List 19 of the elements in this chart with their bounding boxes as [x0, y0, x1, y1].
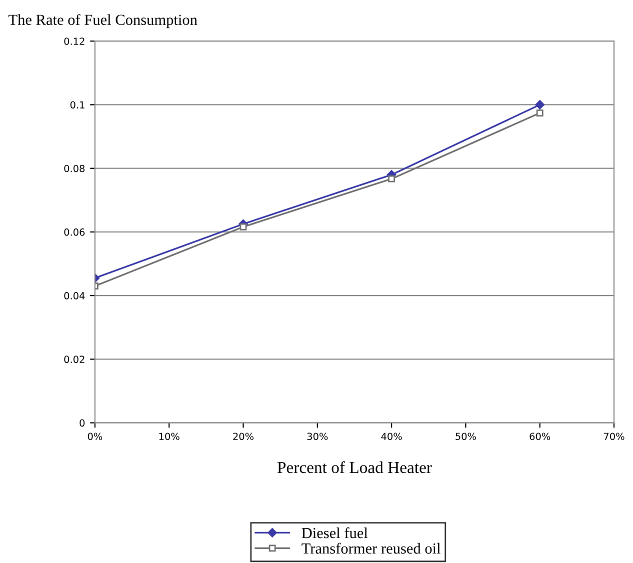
y-tick-label: 0.06	[64, 228, 85, 236]
y-tick-label: 0.12	[64, 38, 84, 45]
y-tick-label: 0	[80, 419, 85, 427]
x-tick-label: 70%	[604, 432, 624, 440]
x-tick-label: 40%	[381, 432, 402, 440]
x-tick-label: 0%	[88, 432, 102, 440]
legend-label: Transformer reused oil	[302, 542, 440, 554]
y-tick-label: 0.02	[64, 356, 84, 364]
x-tick-label: 30%	[307, 432, 328, 440]
x-tick-label: 20%	[233, 432, 254, 440]
x-axis-title: Percent of Load Heater	[277, 461, 432, 474]
legend-label: Diesel fuel	[302, 527, 368, 538]
y-tick-label: 0.1	[70, 101, 84, 109]
x-tick-label: 10%	[159, 432, 180, 440]
x-tick-label: 50%	[456, 432, 476, 440]
y-axis-title: The Rate of Fuel Consumption	[8, 14, 198, 28]
x-tick-label: 60%	[530, 432, 550, 440]
y-tick-label: 0.08	[64, 164, 85, 172]
y-tick-label: 0.04	[64, 292, 85, 300]
